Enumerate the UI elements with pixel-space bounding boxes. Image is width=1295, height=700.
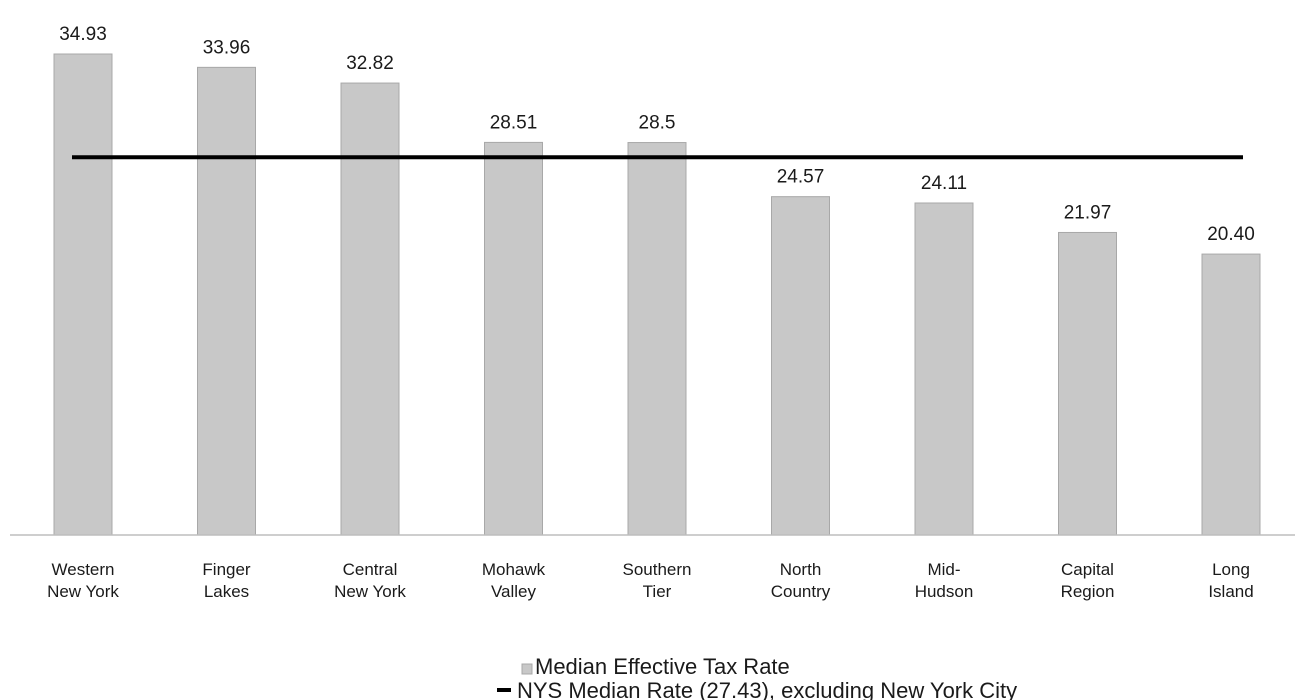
bar-value-label: 24.11 [921, 173, 967, 194]
category-tick-label: Long Island [1208, 560, 1253, 601]
bar-value-label: 28.5 [639, 113, 676, 134]
bar-value-label: 33.96 [203, 37, 251, 58]
bar [197, 66, 256, 536]
bar [1201, 253, 1261, 536]
category-tick-label: Southern Tier [623, 560, 692, 601]
legend-label-line: NYS Median Rate (27.43), excluding New Y… [517, 678, 1017, 700]
category-tick-label: Mid-Hudson [915, 560, 974, 601]
category-tick-label: Western New York [47, 560, 119, 601]
legend-swatch-bar [521, 663, 533, 675]
category-tick-label: Finger Lakes [202, 560, 251, 601]
bar-value-label: 20.40 [1207, 224, 1255, 245]
category-tick-label: Central New York [334, 560, 406, 601]
bar [627, 142, 687, 536]
bar-value-label: 34.93 [59, 24, 107, 45]
bar [340, 82, 400, 536]
category-tick-label: Capital Region [1061, 560, 1115, 601]
legend-label-bar: Median Effective Tax Rate [535, 654, 790, 679]
bar-value-label: 21.97 [1064, 202, 1112, 223]
bar [484, 141, 543, 536]
bar [771, 196, 830, 536]
bar-value-label: 32.82 [346, 53, 394, 74]
legend: Median Effective Tax Rate NYS Median Rat… [497, 654, 1017, 700]
category-labels-group: Western New York Finger Lakes Central New Yor… [47, 560, 1254, 601]
bar-value-label: 28.51 [490, 112, 538, 133]
bar [914, 202, 974, 536]
bar [1058, 231, 1117, 536]
category-tick-label: North Country [771, 560, 831, 601]
bars-group [53, 53, 1261, 536]
bar-value-label: 24.57 [777, 167, 825, 188]
bar [53, 53, 113, 536]
value-labels-group: 34.93 33.96 32.82 28.51 28.5 24.57 24.11 21.97 2… [59, 24, 1255, 245]
category-tick-label: Mohawk Valley [482, 560, 546, 601]
legend-swatch-line [497, 688, 511, 692]
